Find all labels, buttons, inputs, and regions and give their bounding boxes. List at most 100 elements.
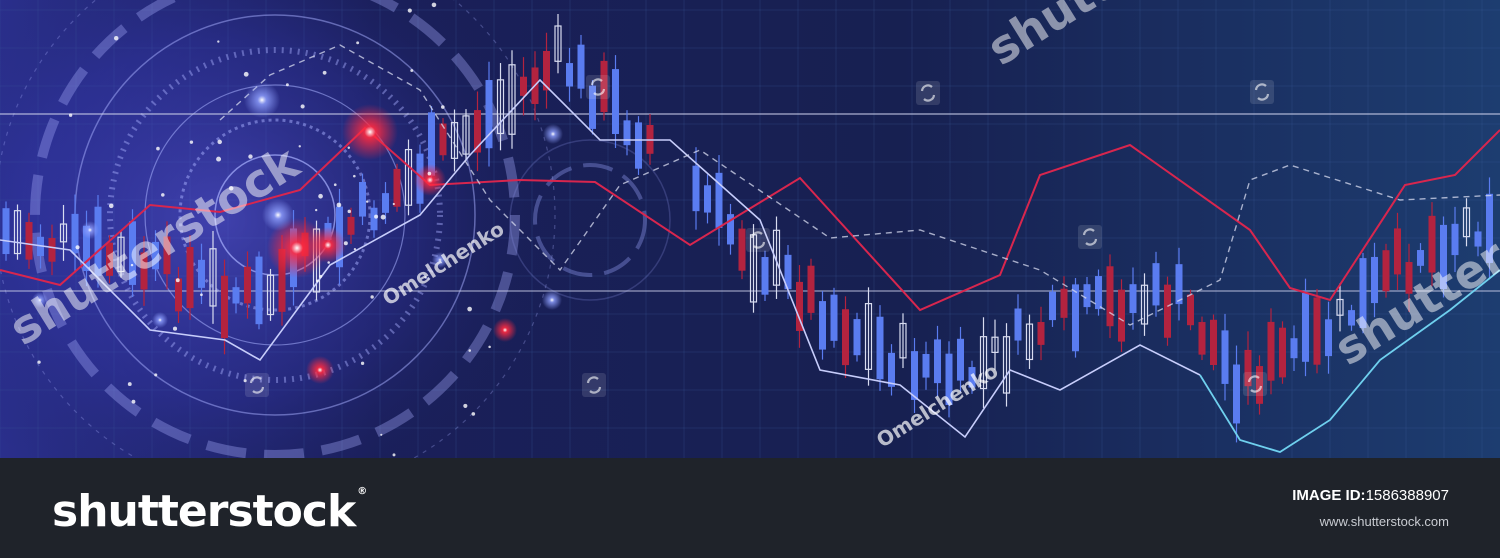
star-dot — [217, 40, 220, 43]
candle-body — [1025, 323, 1034, 361]
candle-body — [393, 168, 401, 207]
watermark-square-icon — [1243, 372, 1267, 396]
candle-body — [945, 353, 953, 406]
candle-body — [221, 275, 228, 339]
candle-body — [715, 172, 723, 228]
candle-body — [968, 367, 976, 388]
candle-body — [991, 336, 999, 353]
candle-body — [600, 60, 608, 113]
glow-point — [542, 290, 562, 310]
candle-body — [175, 278, 182, 312]
candle-body — [1405, 262, 1413, 294]
candle-body — [1002, 336, 1011, 394]
candle-body — [738, 228, 746, 271]
candle-body — [761, 257, 769, 295]
candle-body — [876, 316, 884, 380]
candle-body — [186, 246, 194, 309]
candle-body — [1233, 364, 1240, 424]
candle-body — [244, 266, 251, 304]
star-dot — [353, 174, 356, 178]
financial-chart-artwork — [0, 0, 1500, 458]
candle-body — [1417, 250, 1424, 266]
candle-body — [106, 242, 113, 276]
star-dot — [327, 261, 330, 264]
watermark-arrow-icon — [920, 84, 936, 102]
candle-body — [784, 254, 792, 290]
glow-point — [81, 221, 99, 239]
candle-body — [1474, 231, 1482, 247]
star-dot — [200, 293, 203, 297]
candle-body — [1451, 223, 1459, 256]
candle-body — [152, 241, 159, 270]
candle-body — [474, 110, 481, 153]
star-dot — [318, 193, 323, 199]
candle-body — [428, 112, 435, 176]
candle-body — [450, 122, 459, 159]
candle-body — [623, 120, 631, 146]
candle-body — [1083, 284, 1091, 308]
watermark-arrow-icon — [1082, 228, 1098, 246]
candle-body — [439, 123, 447, 156]
star-dot — [127, 382, 132, 386]
hud-ring — [533, 163, 647, 277]
star-dot — [463, 403, 468, 408]
star-dot — [427, 171, 432, 176]
star-dot — [392, 202, 395, 206]
candle-body — [1106, 266, 1114, 327]
candle-body — [704, 185, 711, 213]
candle-body — [830, 294, 838, 341]
candle-body — [1072, 284, 1079, 352]
candle-body — [1371, 256, 1378, 304]
candle-body — [853, 319, 861, 356]
star-dot — [216, 156, 222, 162]
candle-body — [1428, 215, 1436, 273]
star-dot — [154, 373, 158, 377]
star-dot — [108, 203, 114, 209]
glow-point — [306, 356, 334, 384]
star-dot — [243, 379, 247, 383]
candle-body — [1140, 284, 1149, 325]
candle-body — [404, 148, 413, 206]
star-dot — [336, 202, 342, 208]
candle-body — [864, 303, 873, 370]
watermark-arrow-icon — [590, 78, 606, 96]
site-url[interactable]: www.shutterstock.com — [1319, 514, 1449, 529]
logo-text: shutterstock — [52, 486, 356, 537]
candlesticks — [2, 13, 1493, 443]
hud-ring — [214, 154, 336, 276]
glow-point — [493, 318, 517, 342]
watermark-square-icon — [245, 373, 269, 397]
glow-point — [414, 164, 446, 196]
candle-body — [1014, 308, 1022, 341]
star-dot — [217, 139, 222, 145]
candle-body — [922, 353, 930, 378]
candle-body — [1267, 321, 1275, 381]
candle-body — [59, 223, 68, 243]
red-trend-line — [0, 126, 1500, 312]
watermark-arrow-icon — [249, 376, 265, 394]
candle-body — [1244, 349, 1252, 387]
candle-body — [1348, 310, 1355, 326]
glowing-points — [32, 2, 563, 457]
star-dot — [113, 35, 119, 41]
glow-point — [543, 124, 563, 144]
star-dot — [298, 145, 301, 148]
star-dot — [392, 453, 396, 457]
shutterstock-logo[interactable]: shutterstock ® — [52, 486, 367, 537]
candle-body — [1049, 291, 1056, 321]
hud-ring — [144, 84, 406, 346]
candle-body — [1290, 338, 1298, 359]
star-dot — [407, 8, 412, 13]
dashed-trend-line — [219, 44, 1500, 326]
candle-body — [1279, 327, 1286, 378]
footer-bar: shutterstock ® IMAGE ID:1586388907 www.sh… — [0, 458, 1500, 558]
candle-body — [1164, 284, 1171, 338]
glow-point — [32, 292, 48, 308]
star-dot — [189, 140, 194, 144]
candle-body — [1221, 330, 1229, 384]
candle-body — [692, 165, 700, 212]
candle-body — [1256, 366, 1263, 404]
candle-body — [48, 238, 56, 262]
hud-ring — [178, 118, 372, 312]
candle-body — [496, 79, 505, 135]
